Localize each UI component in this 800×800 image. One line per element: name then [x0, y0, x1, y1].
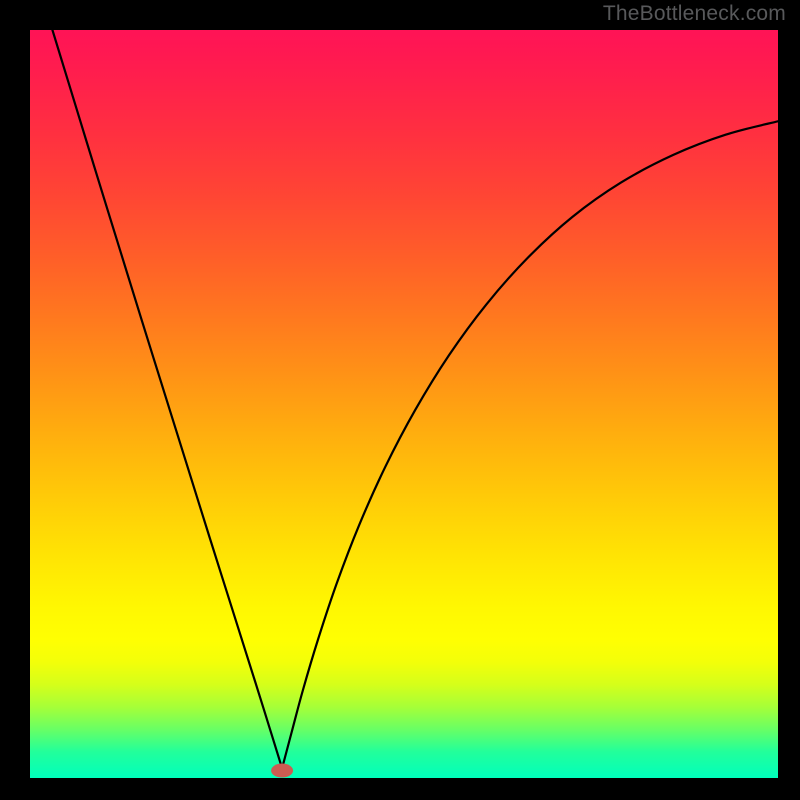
watermark-text: TheBottleneck.com — [603, 2, 786, 26]
chart-svg — [30, 30, 778, 778]
plot-area — [30, 30, 778, 778]
chart-container: TheBottleneck.com — [0, 0, 800, 800]
gradient-background — [30, 30, 778, 778]
min-point-marker — [271, 764, 293, 778]
